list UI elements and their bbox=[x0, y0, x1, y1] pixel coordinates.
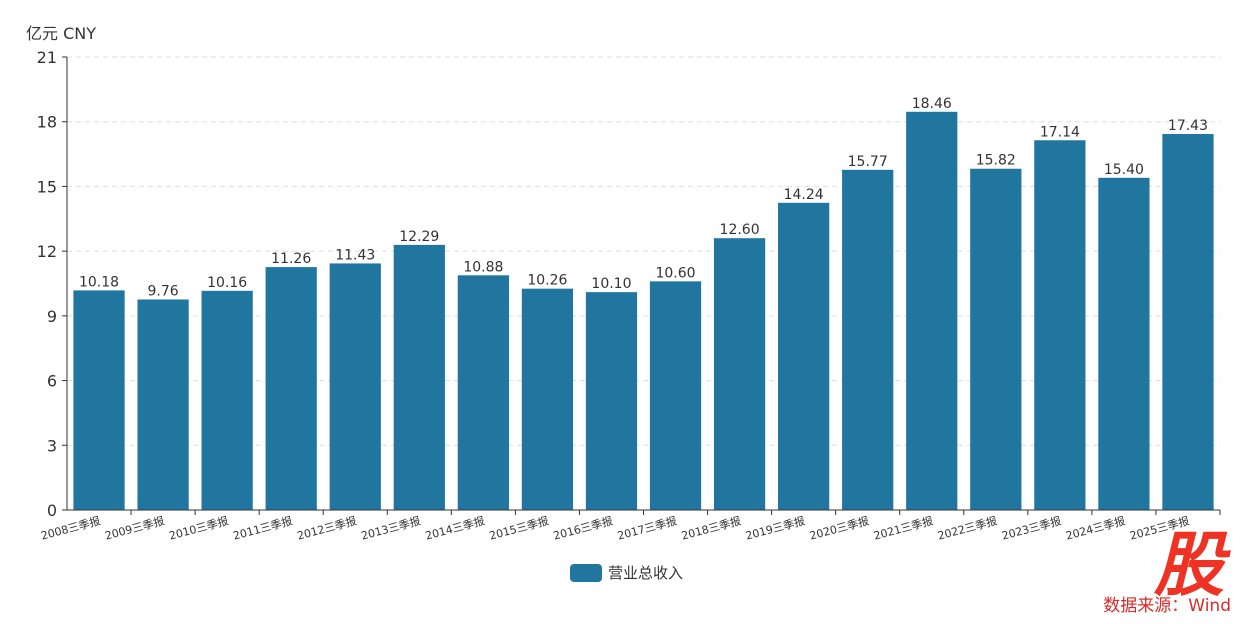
x-tick-label: 2020三季报 bbox=[808, 513, 871, 542]
data-label: 12.29 bbox=[399, 229, 439, 245]
bar bbox=[1034, 140, 1086, 510]
x-tick-label: 2010三季报 bbox=[167, 513, 230, 542]
bar bbox=[970, 168, 1022, 511]
bar bbox=[649, 281, 702, 510]
x-tick-label: 2021三季报 bbox=[872, 513, 935, 542]
x-tick-label: 2009三季报 bbox=[103, 513, 166, 542]
bar bbox=[329, 263, 381, 510]
y-tick-label: 12 bbox=[37, 242, 57, 261]
data-label: 10.26 bbox=[527, 273, 567, 289]
data-source-note: 数据来源：Wind bbox=[1103, 596, 1231, 616]
y-tick-label: 15 bbox=[37, 177, 57, 196]
data-label: 15.77 bbox=[848, 154, 888, 170]
y-tick-label: 9 bbox=[47, 307, 57, 326]
grid-lines bbox=[67, 56, 1220, 446]
bar bbox=[778, 202, 830, 510]
brand-logo: 股 bbox=[1154, 524, 1224, 606]
bar bbox=[585, 292, 638, 510]
bar bbox=[906, 111, 958, 510]
x-tick-label: 2014三季报 bbox=[424, 513, 487, 542]
data-label: 11.26 bbox=[271, 251, 311, 267]
x-tick-label: 2018三季报 bbox=[680, 513, 743, 542]
bar bbox=[521, 288, 574, 510]
y-axis-unit-label: 亿元 CNY bbox=[26, 24, 97, 43]
data-label: 10.16 bbox=[207, 275, 247, 291]
legend-label: 营业总收入 bbox=[608, 564, 684, 582]
data-label: 14.24 bbox=[784, 187, 824, 203]
data-label: 10.10 bbox=[591, 276, 631, 292]
y-tick-label: 3 bbox=[47, 436, 57, 455]
bar bbox=[201, 290, 253, 510]
x-tick-label: 2022三季报 bbox=[936, 513, 999, 542]
bars: 10.18 9.76 10.16 11.26 11.43 12.29 10.88 10.26 1… bbox=[73, 96, 1214, 511]
x-tick-label: 2023三季报 bbox=[1000, 513, 1063, 542]
bar bbox=[393, 244, 445, 510]
data-label: 9.76 bbox=[147, 283, 178, 299]
x-tick-label: 2012三季报 bbox=[295, 513, 358, 542]
x-tick-label: 2024三季报 bbox=[1064, 513, 1127, 542]
data-label: 15.40 bbox=[1104, 162, 1144, 178]
x-tick-label: 2013三季报 bbox=[360, 513, 423, 542]
data-label: 18.46 bbox=[912, 96, 952, 112]
bar bbox=[137, 299, 189, 510]
data-label: 17.43 bbox=[1168, 118, 1208, 134]
data-label: 11.43 bbox=[335, 247, 375, 263]
data-label: 10.18 bbox=[79, 274, 119, 290]
legend[interactable]: 营业总收入 bbox=[570, 562, 683, 583]
y-tick-label: 21 bbox=[37, 48, 57, 67]
data-label: 12.60 bbox=[720, 222, 760, 238]
x-tick-label: 2011三季报 bbox=[231, 513, 294, 542]
x-tick-label: 2017三季报 bbox=[616, 513, 679, 542]
bar bbox=[1162, 134, 1214, 510]
bar bbox=[842, 169, 894, 510]
x-tick-label: 2016三季报 bbox=[552, 513, 615, 542]
bar bbox=[713, 238, 766, 510]
bar bbox=[1098, 177, 1150, 511]
data-label: 10.88 bbox=[463, 259, 503, 275]
bar bbox=[457, 275, 509, 510]
data-label: 17.14 bbox=[1040, 124, 1080, 140]
y-tick-label: 18 bbox=[37, 113, 57, 132]
bar bbox=[265, 267, 317, 510]
y-tick-label: 6 bbox=[47, 372, 57, 391]
y-tick-label: 0 bbox=[47, 501, 57, 520]
data-label: 10.60 bbox=[655, 265, 695, 281]
legend-swatch bbox=[570, 563, 602, 582]
x-tick-label: 2015三季报 bbox=[488, 513, 551, 542]
data-label: 15.82 bbox=[976, 153, 1016, 169]
bar bbox=[73, 290, 125, 510]
x-tick-label: 2019三季报 bbox=[744, 513, 807, 542]
